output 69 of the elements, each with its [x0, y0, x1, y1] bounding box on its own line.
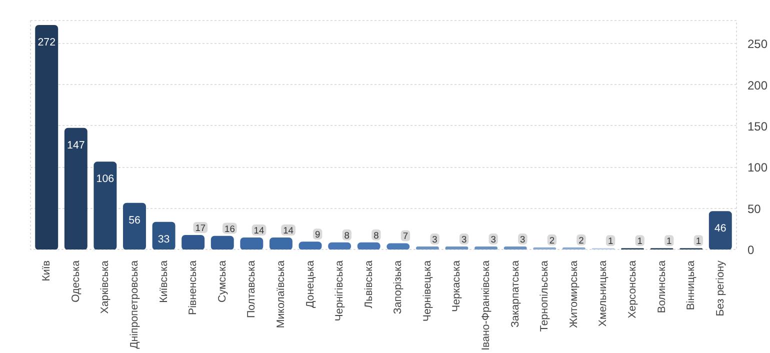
bar [35, 24, 58, 250]
data-label: 14 [254, 225, 264, 236]
y-tick-label: 50 [748, 202, 762, 216]
bar [328, 242, 352, 250]
data-label: 16 [224, 224, 235, 234]
data-label: 33 [158, 233, 170, 246]
x-tick-label: Одеська [70, 260, 82, 302]
x-tick-label: Київська [158, 260, 170, 303]
x-tick-label: Чернівецька [421, 260, 434, 322]
x-tick-label: Закарпатська [509, 260, 522, 328]
bar [94, 162, 117, 250]
data-label: 1 [608, 236, 614, 246]
x-tick-label: Миколаївська [274, 260, 287, 328]
data-label: 14 [283, 225, 294, 236]
data-label: 3 [520, 234, 526, 245]
x-tick-label: Волинська [656, 260, 668, 314]
bar [182, 234, 205, 250]
x-tick-label: Дніпропетровська [128, 260, 140, 349]
data-label: 1 [637, 236, 642, 246]
bar [357, 242, 380, 250]
bar [298, 242, 322, 250]
x-tick-label: Сумська [216, 260, 228, 302]
data-label: 8 [374, 230, 379, 240]
x-tick-label: Вінницька [685, 260, 698, 310]
x-tick-label: Харківська [99, 260, 112, 314]
y-tick-label: 150 [748, 119, 768, 134]
x-tick-label: Тернопільська [538, 260, 551, 332]
x-tick-label: Львівська [362, 260, 375, 308]
x-tick-label: Київ [40, 260, 53, 282]
bar [504, 246, 527, 250]
x-tick-label: Полтавська [246, 260, 258, 318]
bar [445, 246, 468, 250]
y-tick-label: 200 [748, 78, 768, 92]
y-tick-label: 100 [748, 160, 768, 175]
data-label: 56 [128, 214, 140, 226]
bar [269, 237, 292, 250]
data-label: 7 [402, 231, 408, 242]
y-tick-label: 0 [748, 243, 754, 257]
x-tick-label: Івано-Франківська [480, 260, 492, 350]
data-label: 9 [314, 230, 320, 240]
data-label: 3 [490, 234, 496, 245]
x-tick-label: Житомирська [568, 260, 580, 328]
x-tick-label: Чернігівська [334, 260, 346, 322]
data-label: 17 [195, 222, 206, 233]
data-label: 147 [67, 139, 85, 152]
bar [210, 236, 234, 250]
data-label: 106 [96, 173, 114, 186]
bar [416, 246, 439, 250]
data-label: 1 [696, 236, 702, 246]
data-label: 1 [666, 236, 672, 246]
x-tick-label: Хмельницька [597, 260, 610, 327]
x-tick-label: Донецька [304, 260, 316, 308]
x-tick-label: Черкаська [450, 260, 463, 312]
x-tick-label: Запорізька [392, 260, 404, 314]
bar [386, 243, 410, 250]
x-tick-label: Херсонська [626, 260, 639, 318]
data-label: 2 [578, 235, 584, 246]
data-label: 46 [714, 222, 726, 235]
x-tick-label: Без регіону [714, 260, 726, 316]
bar [64, 128, 88, 250]
data-label: 3 [461, 234, 467, 245]
bar [474, 246, 498, 250]
data-label: 3 [432, 234, 438, 245]
x-tick-label: Рівненська [187, 260, 200, 316]
data-label: 2 [549, 235, 555, 246]
y-tick-label: 250 [748, 37, 768, 52]
data-label: 272 [38, 36, 56, 48]
data-label: 8 [344, 230, 350, 240]
bar [240, 237, 264, 250]
